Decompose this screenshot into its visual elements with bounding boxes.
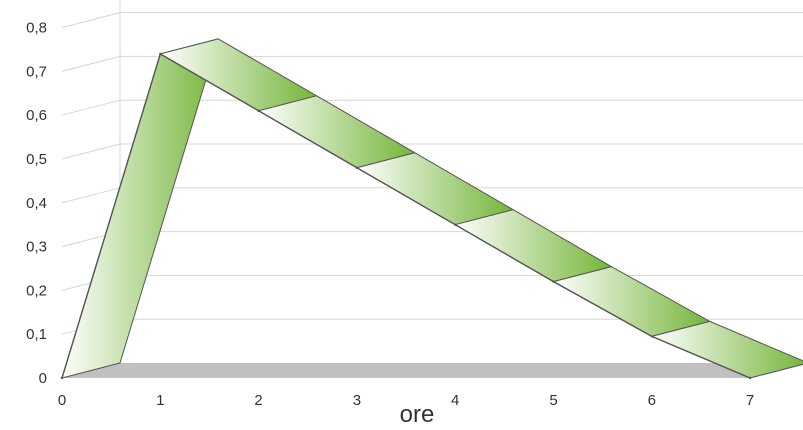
x-tick-label: 4 [451, 392, 459, 409]
chart-floor [62, 363, 803, 378]
gridline-diagonal [61, 55, 121, 72]
y-axis-ticks: 0 0,1 0,2 0,3 0,4 0,5 0,6 0,7 0,8 [26, 20, 47, 387]
y-tick-label: 0,3 [26, 239, 47, 256]
x-tick-label: 2 [254, 392, 262, 409]
y-tick-label: 0,7 [26, 63, 47, 80]
x-axis-label: ore [400, 401, 435, 428]
gridline-diagonal [61, 12, 121, 29]
ribbon-segment [258, 95, 416, 169]
x-tick-label: 6 [648, 392, 656, 409]
x-tick-label: 5 [549, 392, 557, 409]
data-point [454, 223, 457, 226]
ribbon-segment [61, 38, 219, 379]
data-point [60, 376, 64, 380]
y-tick-label: 0,8 [26, 20, 47, 37]
gridline-diagonal [61, 143, 121, 160]
y-tick-label: 0 [39, 370, 47, 387]
data-point [355, 166, 359, 169]
x-tick-label: 0 [58, 392, 66, 409]
y-tick-label: 0,1 [26, 326, 47, 343]
data-point [257, 109, 260, 113]
data-point [748, 376, 752, 380]
gridlines [61, 0, 803, 363]
ribbon-segment [454, 209, 612, 283]
y-tick-label: 0,6 [26, 107, 47, 124]
y-tick-label: 0,4 [26, 195, 47, 212]
y-tick-label: 0,2 [26, 282, 47, 299]
gridline-diagonal [61, 187, 121, 204]
x-tick-label: 7 [746, 392, 754, 409]
x-axis-ticks: 0 1 2 3 4 5 6 7 [58, 392, 754, 409]
x-tick-label: 1 [156, 392, 164, 409]
ribbon-segment [356, 152, 514, 226]
y-tick-label: 0,5 [26, 151, 47, 168]
data-point [552, 280, 555, 283]
data-ribbon [60, 38, 803, 380]
x-tick-label: 3 [353, 392, 361, 409]
series-line [61, 52, 751, 379]
gridline-diagonal [61, 99, 121, 116]
data-point [650, 335, 653, 338]
floor-plane [62, 363, 803, 378]
data-point [159, 52, 162, 56]
